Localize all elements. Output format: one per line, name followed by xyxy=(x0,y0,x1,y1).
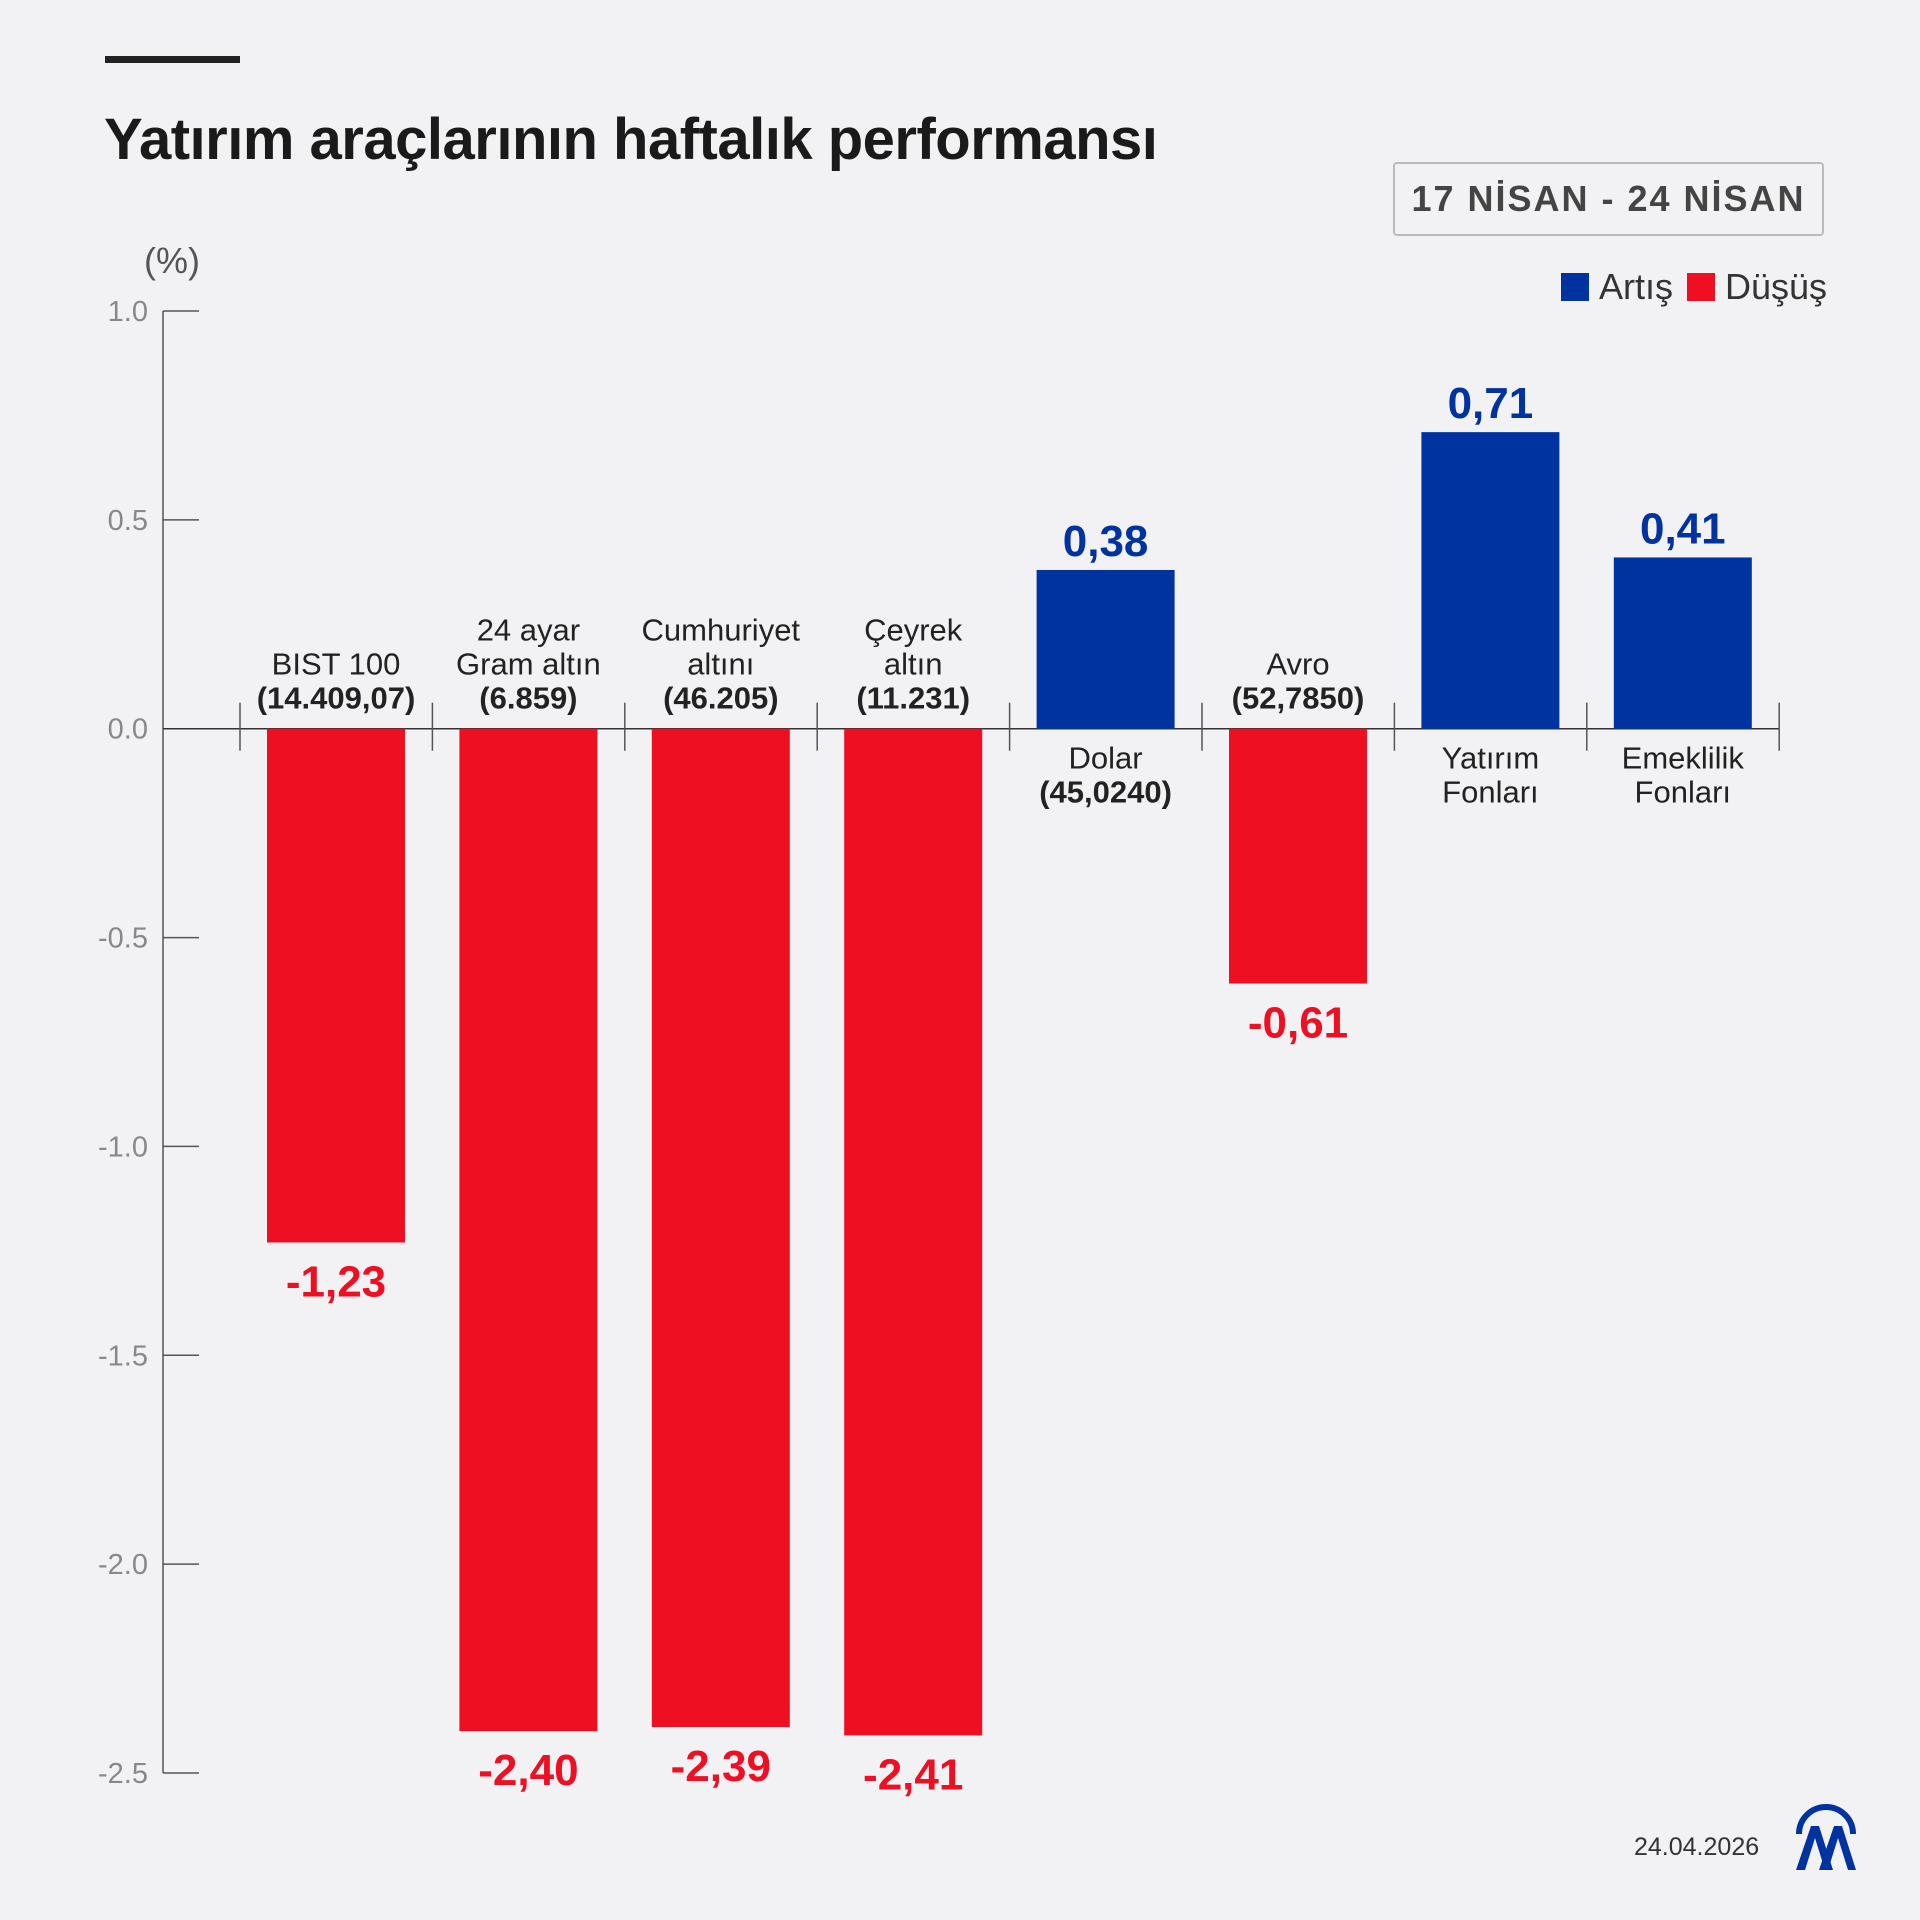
category-label: Dolar xyxy=(1069,741,1143,776)
category-label: Yatırım xyxy=(1442,741,1540,776)
legend-swatch-increase xyxy=(1560,273,1589,301)
category-label: Fonları xyxy=(1442,775,1538,810)
value-label: 0,38 xyxy=(1063,517,1149,566)
category-label: Cumhuriyet xyxy=(642,613,801,648)
value-label: -2,39 xyxy=(671,1742,771,1791)
category-label: (52,7850) xyxy=(1232,681,1365,716)
bar xyxy=(267,728,405,1243)
category-label: Avro xyxy=(1266,647,1329,682)
y-axis-unit: (%) xyxy=(144,240,200,281)
value-label: -2,41 xyxy=(863,1750,963,1799)
legend-item-increase: Artış xyxy=(1560,266,1673,308)
bar xyxy=(1613,557,1752,729)
legend-item-decrease: Düşüş xyxy=(1686,266,1827,308)
aa-logo-icon xyxy=(1796,1804,1856,1870)
date-range-badge: 17 NİSAN - 24 NİSAN xyxy=(1393,162,1824,236)
value-label: 0,71 xyxy=(1448,379,1534,428)
footer-date: 24.04.2026 xyxy=(1634,1833,1760,1861)
category-label: Gram altın xyxy=(456,647,601,682)
value-label: 0,41 xyxy=(1640,504,1726,553)
category-label: BIST 100 xyxy=(272,647,401,682)
y-tick-label: -2.0 xyxy=(98,1549,148,1581)
legend: Artış Düşüş xyxy=(1560,266,1827,308)
value-label: -0,61 xyxy=(1248,999,1348,1048)
category-label: (45,0240) xyxy=(1039,775,1172,810)
category-label: Çeyrek xyxy=(864,613,963,648)
category-label: (11.231) xyxy=(856,681,970,716)
legend-label-increase: Artış xyxy=(1598,266,1673,307)
decorative-bar xyxy=(105,56,240,63)
y-tick-label: -2.5 xyxy=(98,1758,148,1790)
legend-label-decrease: Düşüş xyxy=(1724,266,1827,307)
y-tick-label: 1.0 xyxy=(108,296,148,328)
category-label: (46.205) xyxy=(663,681,778,716)
y-tick-label: 0.5 xyxy=(108,505,148,537)
bar xyxy=(1229,728,1367,984)
category-label: Fonları xyxy=(1635,775,1731,810)
value-label: -2,40 xyxy=(478,1746,578,1795)
y-tick-label: -1.0 xyxy=(98,1131,148,1163)
bar xyxy=(651,728,790,1728)
category-label: (6.859) xyxy=(479,681,577,716)
y-tick-label: -1.5 xyxy=(98,1340,148,1372)
category-label: altın xyxy=(884,647,943,682)
category-label: 24 ayar xyxy=(477,613,580,648)
bar xyxy=(459,728,598,1732)
legend-swatch-decrease xyxy=(1686,273,1715,301)
value-label: -1,23 xyxy=(286,1258,386,1307)
category-label: Emeklilik xyxy=(1622,741,1745,776)
bar xyxy=(1036,569,1175,729)
bar xyxy=(1421,432,1560,729)
chart-title: Yatırım araçlarının haftalık performansı xyxy=(104,107,1158,172)
category-label: altını xyxy=(687,647,754,682)
y-tick-label: 0.0 xyxy=(108,714,148,746)
bar xyxy=(844,728,983,1736)
category-label: (14.409,07) xyxy=(257,681,416,716)
y-tick-label: -0.5 xyxy=(98,923,148,955)
